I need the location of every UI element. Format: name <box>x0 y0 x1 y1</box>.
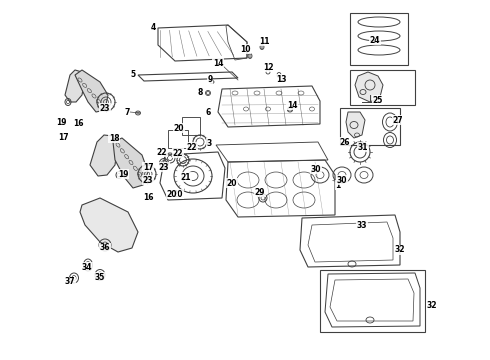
Text: 24: 24 <box>370 36 380 45</box>
Text: 8: 8 <box>197 87 203 96</box>
Text: 29: 29 <box>255 188 265 197</box>
Text: 20: 20 <box>167 189 177 198</box>
Text: 22: 22 <box>157 148 167 157</box>
Text: 19: 19 <box>118 170 128 179</box>
Text: 23: 23 <box>159 162 169 171</box>
Text: 23: 23 <box>100 104 110 112</box>
Text: 17: 17 <box>58 132 68 141</box>
Polygon shape <box>80 198 138 252</box>
Polygon shape <box>346 112 365 138</box>
Text: 20: 20 <box>174 123 184 132</box>
Text: 6: 6 <box>205 108 211 117</box>
Text: 5: 5 <box>130 69 136 78</box>
Text: 16: 16 <box>143 193 153 202</box>
Polygon shape <box>90 135 118 176</box>
Polygon shape <box>113 138 148 188</box>
Bar <box>168 130 188 148</box>
Text: 18: 18 <box>109 134 119 143</box>
Text: 37: 37 <box>65 278 75 287</box>
Bar <box>340 108 400 145</box>
Text: 34: 34 <box>82 262 92 271</box>
Text: 9: 9 <box>207 75 213 84</box>
Text: 16: 16 <box>73 118 83 127</box>
Text: 14: 14 <box>213 59 223 68</box>
Text: 23: 23 <box>143 176 153 185</box>
Text: 11: 11 <box>259 36 269 45</box>
Text: 32: 32 <box>427 301 437 310</box>
Text: 1: 1 <box>335 180 341 189</box>
Text: 21: 21 <box>181 172 191 181</box>
Text: 20: 20 <box>227 179 237 188</box>
Text: 3: 3 <box>206 139 212 148</box>
Text: 17: 17 <box>143 162 153 171</box>
Bar <box>320 270 425 332</box>
Polygon shape <box>75 70 108 112</box>
Text: 10: 10 <box>240 45 250 54</box>
Text: 25: 25 <box>373 95 383 104</box>
Text: 33: 33 <box>357 220 367 230</box>
Text: 22: 22 <box>173 149 183 158</box>
Text: 31: 31 <box>358 143 368 152</box>
Text: 22: 22 <box>187 143 197 152</box>
Text: 36: 36 <box>100 243 110 252</box>
Text: 4: 4 <box>150 23 156 32</box>
Text: 32: 32 <box>395 246 405 255</box>
Text: 30: 30 <box>311 165 321 174</box>
Text: 27: 27 <box>392 116 403 125</box>
Text: 20: 20 <box>173 189 183 198</box>
Bar <box>350 13 408 65</box>
Bar <box>182 117 200 135</box>
Polygon shape <box>65 70 85 102</box>
Text: 35: 35 <box>95 273 105 282</box>
Text: 19: 19 <box>56 117 66 126</box>
Text: 12: 12 <box>263 63 273 72</box>
Text: 14: 14 <box>287 100 297 109</box>
Text: 30: 30 <box>337 176 347 185</box>
Polygon shape <box>355 72 383 102</box>
Text: 26: 26 <box>340 138 350 147</box>
Text: 7: 7 <box>124 108 130 117</box>
Text: 13: 13 <box>276 75 286 84</box>
Bar <box>350 70 415 105</box>
